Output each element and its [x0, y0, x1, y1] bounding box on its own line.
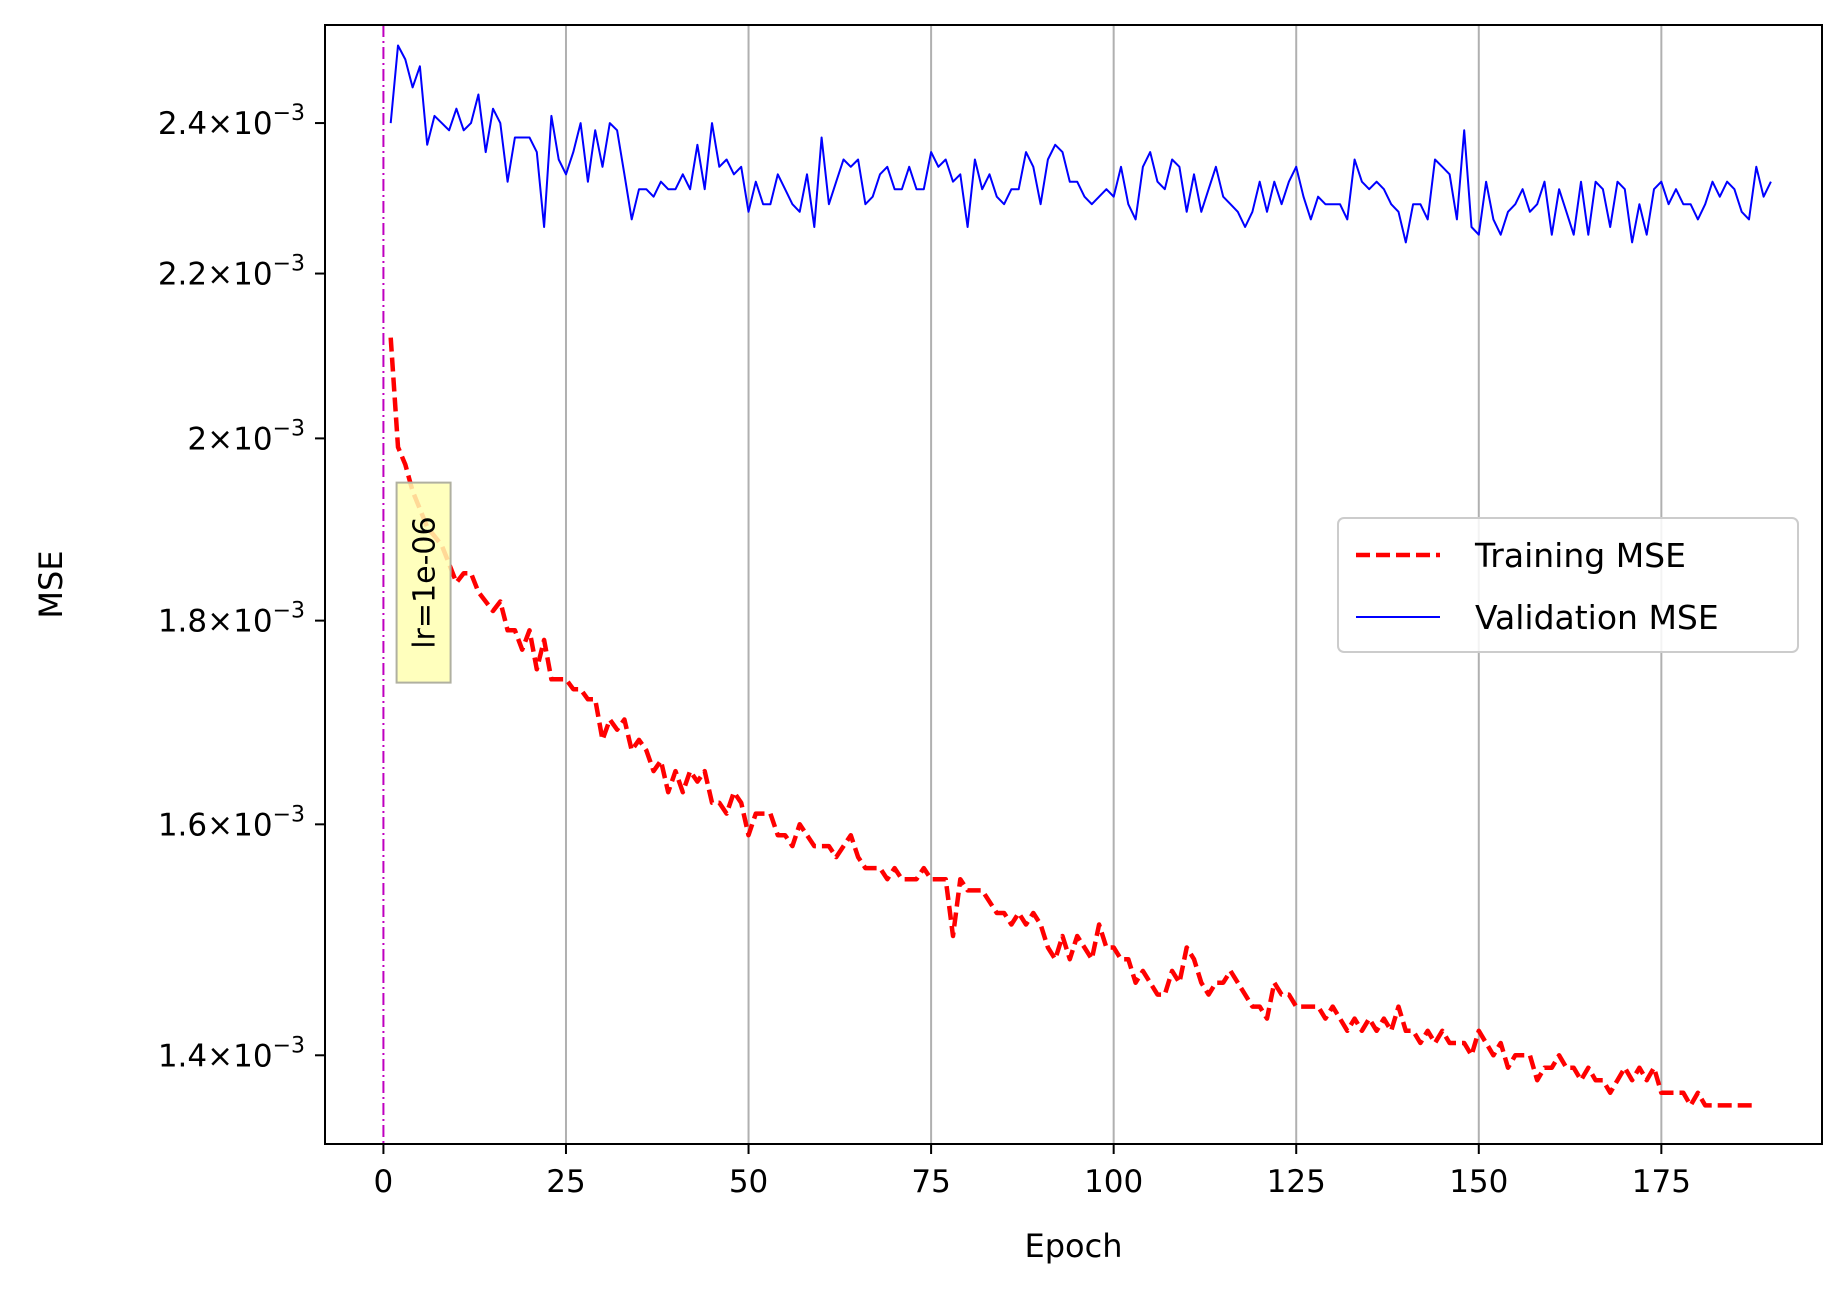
lr-annotation-text: lr=1e-06 [408, 516, 443, 648]
y-tick-mantissa: 2 [187, 421, 207, 457]
y-tick-base: 10 [233, 106, 272, 142]
x-tick-label: 75 [911, 1164, 950, 1200]
y-tick-times: × [207, 807, 233, 843]
y-tick-exponent: −3 [273, 802, 305, 827]
x-tick-label: 125 [1267, 1164, 1326, 1200]
y-axis-ticks: 1.4×10−31.6×10−31.8×10−32×10−32.2×10−32.… [158, 101, 325, 1074]
y-tick-times: × [207, 257, 233, 293]
y-tick-base: 10 [233, 807, 272, 843]
x-tick-label: 100 [1084, 1164, 1143, 1200]
validation-mse-line [389, 44, 1772, 244]
y-tick-base: 10 [233, 1038, 272, 1074]
lr-annotation-box [395, 481, 452, 684]
x-axis-ticks: 0 25 50 75 100 125 150 175 [374, 1144, 1691, 1200]
y-tick-exponent: −3 [273, 1033, 305, 1058]
legend-label-validation: Validation MSE [1475, 598, 1719, 637]
y-tick-times: × [207, 421, 233, 457]
x-tick-label: 50 [729, 1164, 768, 1200]
y-tick-times: × [207, 106, 233, 142]
legend-box [1337, 517, 1799, 653]
y-tick-label: 2×10−3 [187, 416, 305, 457]
y-tick-exponent: −3 [273, 101, 305, 126]
y-tick-exponent: −3 [273, 599, 305, 624]
y-axis-title: MSE [32, 550, 70, 618]
y-tick-base: 10 [233, 257, 272, 293]
y-tick-times: × [207, 1038, 233, 1074]
y-tick-mantissa: 1.6 [158, 807, 207, 843]
y-tick-mantissa: 1.8 [158, 604, 207, 640]
y-tick-base: 10 [233, 421, 272, 457]
legend: Training MSE Validation MSE [1337, 517, 1799, 653]
x-tick-label: 150 [1449, 1164, 1508, 1200]
x-tick-label: 175 [1632, 1164, 1691, 1200]
annotation-layer: lr=1e-06 [395, 481, 452, 684]
legend-label-training: Training MSE [1474, 536, 1686, 575]
y-tick-mantissa: 1.4 [158, 1038, 207, 1074]
y-tick-mantissa: 2.2 [158, 257, 207, 293]
x-tick-label: 25 [546, 1164, 585, 1200]
y-tick-label: 1.6×10−3 [158, 802, 305, 843]
series-layer [388, 44, 1772, 1108]
y-tick-exponent: −3 [273, 416, 305, 441]
y-tick-exponent: −3 [273, 252, 305, 277]
lr-annotation: lr=1e-06 [395, 481, 452, 684]
x-tick-label: 0 [374, 1164, 394, 1200]
y-tick-times: × [207, 604, 233, 640]
y-tick-label: 1.8×10−3 [158, 599, 305, 640]
y-tick-label: 2.4×10−3 [158, 101, 305, 142]
y-tick-base: 10 [233, 604, 272, 640]
y-tick-label: 1.4×10−3 [158, 1033, 305, 1074]
plot-frame [324, 24, 1823, 1145]
y-tick-label: 2.2×10−3 [158, 252, 305, 293]
training-mse-line [388, 337, 1757, 1108]
y-tick-mantissa: 2.4 [158, 106, 207, 142]
x-axis-title: Epoch [1025, 1227, 1123, 1265]
